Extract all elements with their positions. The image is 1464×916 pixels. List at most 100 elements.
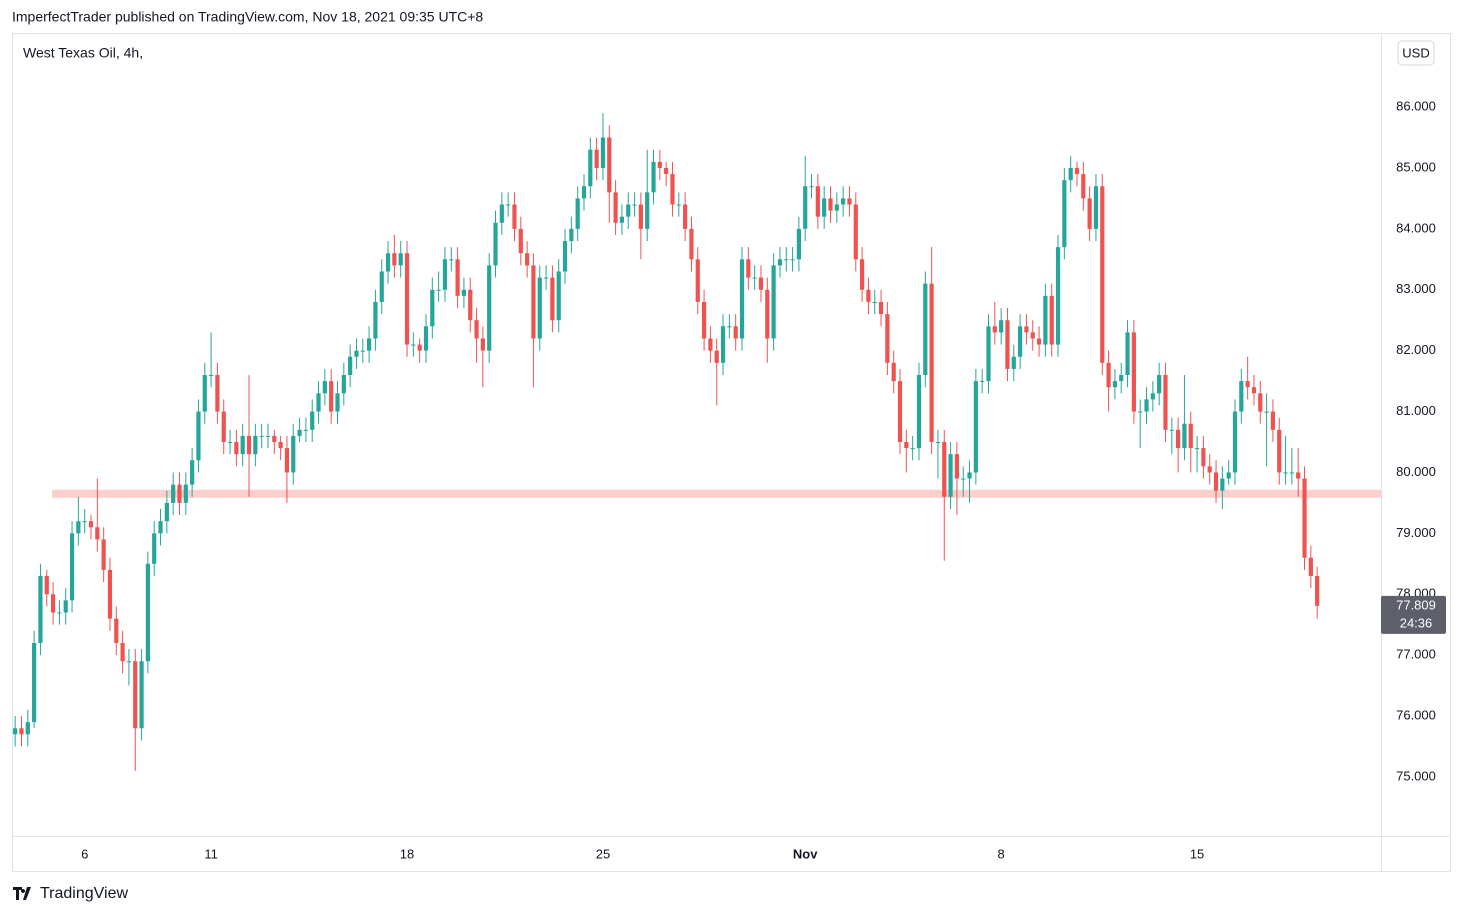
candle-body (145, 563, 150, 662)
candle-body (992, 326, 997, 333)
candle-body (866, 289, 871, 302)
candle-body (120, 642, 125, 662)
candle-body (809, 186, 814, 188)
candle-body (872, 301, 877, 303)
candle-body (929, 283, 934, 443)
candle-body (303, 429, 308, 431)
candle-body (367, 338, 372, 351)
candle-body (152, 533, 157, 564)
candle-body (69, 533, 75, 601)
candle-body (1081, 174, 1086, 199)
candle-body (1258, 393, 1263, 412)
candle-body (828, 198, 833, 211)
candle-body (379, 271, 384, 302)
candle-body (822, 198, 827, 217)
candle-body (973, 381, 978, 473)
candle-body (720, 326, 726, 363)
candle-body (714, 350, 719, 363)
candle-body (1036, 338, 1042, 345)
candle-body (436, 289, 441, 291)
candle-body (1049, 295, 1054, 345)
candle-body (234, 442, 239, 455)
candle-body (57, 612, 62, 614)
candle-body (1207, 466, 1212, 473)
candle-body (417, 344, 422, 351)
candle-body (594, 149, 599, 168)
publish-header: ImperfectTrader published on TradingView… (12, 9, 483, 25)
y-tick-label: 81.000 (1396, 403, 1436, 418)
candle-body (284, 448, 290, 473)
candle-body (1176, 429, 1181, 449)
candle-body (221, 411, 226, 443)
candle-body (329, 381, 334, 412)
candle-body (607, 137, 612, 193)
candle-body (891, 362, 896, 382)
candle-body (316, 393, 321, 412)
candle-body (543, 277, 549, 279)
candle-body (771, 265, 776, 339)
candle-body (392, 253, 397, 266)
candle-body (878, 301, 884, 315)
candle-body (847, 198, 852, 205)
candle-body (550, 277, 555, 321)
candle-body (664, 167, 669, 175)
candle-body (1302, 478, 1307, 558)
candle-body (1289, 472, 1294, 474)
candle-body (885, 314, 890, 363)
candle-body (897, 381, 903, 443)
candle-body (1163, 375, 1168, 430)
candle-body (980, 381, 985, 383)
x-tick-label: 11 (204, 846, 218, 861)
candle-body (1277, 429, 1282, 473)
candle-body (1074, 167, 1080, 175)
candle-body (480, 338, 485, 351)
candle-body (25, 722, 30, 735)
candle-body (246, 435, 252, 455)
candle-body (841, 198, 846, 205)
y-tick-label: 80.000 (1396, 464, 1436, 479)
candle-body (310, 411, 315, 430)
candle-body (1264, 411, 1269, 413)
candle-body (1296, 472, 1301, 479)
candle-body (1055, 247, 1061, 345)
candle-body (1251, 387, 1257, 394)
bar-countdown: 24:36 (1400, 615, 1433, 630)
candle-body (398, 253, 403, 266)
candle-body (348, 356, 353, 376)
candle-body (1112, 381, 1118, 388)
y-tick-label: 79.000 (1396, 525, 1436, 540)
candle-body (95, 527, 100, 540)
candle-body (272, 435, 277, 443)
candle-body (1232, 411, 1238, 473)
candle-body (645, 192, 650, 229)
x-tick-label: 25 (596, 846, 610, 861)
candle-body (487, 265, 492, 351)
candle-body (834, 204, 839, 211)
candle-body (278, 442, 283, 449)
candle-body (76, 521, 81, 534)
candle-body (373, 301, 378, 339)
candle-body (626, 204, 631, 217)
candle-body (556, 271, 561, 321)
candle-body (815, 186, 820, 217)
candle-body (474, 320, 479, 339)
candle-body (923, 283, 928, 376)
candle-body (1157, 375, 1162, 394)
candle-body (177, 484, 182, 503)
candle-body (739, 259, 745, 339)
candle-body (613, 192, 618, 223)
candle-body (506, 204, 511, 206)
candle-body (335, 393, 340, 412)
candle-body (708, 338, 713, 351)
candle-body (196, 411, 201, 461)
candle-body (1150, 393, 1155, 400)
candle-body (588, 149, 593, 187)
x-tick-label: 8 (998, 846, 1005, 861)
candle-body (961, 478, 966, 480)
candle-body (1125, 332, 1130, 376)
candle-body (215, 375, 220, 412)
candle-body (493, 222, 498, 266)
candle-body (1220, 478, 1225, 491)
candle-body (158, 521, 163, 534)
candle-body (208, 375, 214, 377)
